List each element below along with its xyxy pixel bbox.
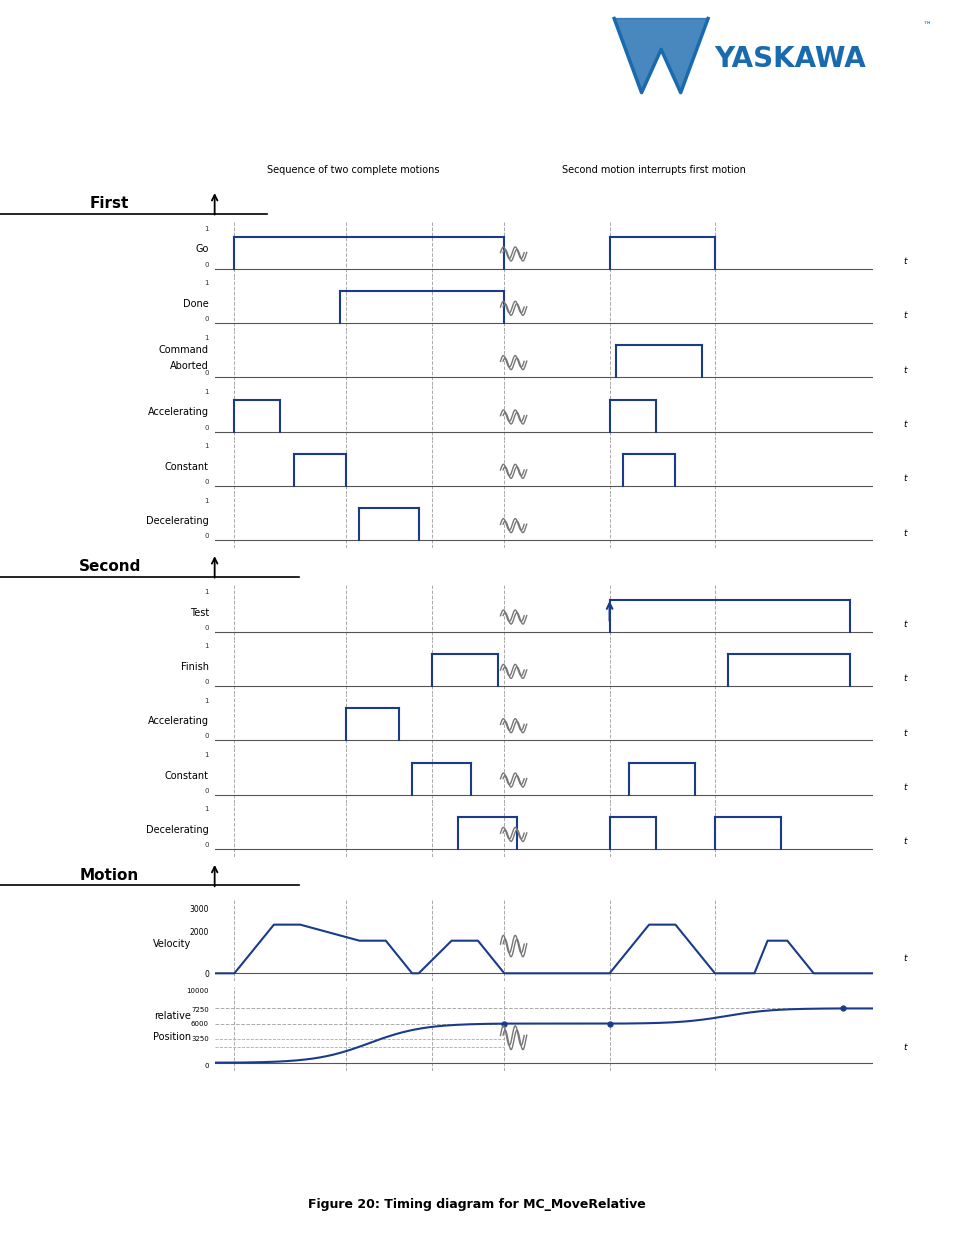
- Text: t: t: [902, 257, 906, 266]
- Text: t: t: [902, 1042, 906, 1052]
- Text: 3250: 3250: [191, 1036, 209, 1042]
- Text: Constant: Constant: [165, 771, 209, 781]
- Text: 1: 1: [204, 589, 209, 595]
- Text: 6000: 6000: [191, 1020, 209, 1026]
- Text: 1: 1: [204, 752, 209, 758]
- Text: 0: 0: [204, 262, 209, 268]
- Text: 0: 0: [204, 788, 209, 794]
- Text: 0: 0: [204, 734, 209, 740]
- Text: t: t: [902, 783, 906, 792]
- Text: Aborted: Aborted: [170, 362, 209, 372]
- Text: Second motion interrupts first motion: Second motion interrupts first motion: [561, 164, 744, 175]
- Text: t: t: [902, 837, 906, 846]
- Text: 1: 1: [204, 498, 209, 504]
- Text: t: t: [902, 529, 906, 537]
- Text: Velocity: Velocity: [152, 940, 191, 950]
- Text: t: t: [902, 953, 906, 962]
- Text: Decelerating: Decelerating: [146, 825, 209, 835]
- Text: t: t: [902, 311, 906, 320]
- Text: 1: 1: [204, 698, 209, 704]
- Text: Figure 20: Timing diagram for MC_MoveRelative: Figure 20: Timing diagram for MC_MoveRel…: [308, 1198, 645, 1210]
- Text: 3000: 3000: [190, 905, 209, 914]
- Text: 1: 1: [204, 389, 209, 395]
- Text: t: t: [902, 366, 906, 374]
- Text: Test: Test: [190, 608, 209, 618]
- Text: Motion: Motion: [80, 868, 139, 883]
- Text: Decelerating: Decelerating: [146, 516, 209, 526]
- Text: 0: 0: [204, 479, 209, 485]
- Text: 1: 1: [204, 226, 209, 232]
- Text: Accelerating: Accelerating: [148, 408, 209, 417]
- Text: t: t: [902, 620, 906, 629]
- Text: 1: 1: [204, 335, 209, 341]
- Text: Finish: Finish: [181, 662, 209, 672]
- Text: 0: 0: [204, 370, 209, 377]
- Text: Constant: Constant: [165, 462, 209, 472]
- Text: Second: Second: [78, 559, 141, 574]
- Text: t: t: [902, 420, 906, 429]
- Text: 0: 0: [204, 679, 209, 685]
- Text: Accelerating: Accelerating: [148, 716, 209, 726]
- Text: t: t: [902, 729, 906, 737]
- Text: 0: 0: [204, 1062, 209, 1068]
- Text: 0: 0: [204, 625, 209, 631]
- Text: 1: 1: [204, 443, 209, 450]
- Text: YASKAWA: YASKAWA: [714, 44, 865, 73]
- Text: 1: 1: [204, 643, 209, 650]
- Text: t: t: [902, 674, 906, 683]
- Text: 0: 0: [204, 316, 209, 322]
- Text: Done: Done: [183, 299, 209, 309]
- Polygon shape: [614, 19, 707, 93]
- Text: 7250: 7250: [191, 1008, 209, 1013]
- Text: 10000: 10000: [186, 988, 209, 994]
- Text: 2000: 2000: [190, 927, 209, 937]
- Text: ™: ™: [923, 21, 931, 30]
- Text: 0: 0: [204, 425, 209, 431]
- Text: relative: relative: [153, 1011, 191, 1021]
- Text: 1: 1: [204, 280, 209, 287]
- Text: t: t: [902, 474, 906, 483]
- Text: 1: 1: [204, 806, 209, 813]
- Text: 0: 0: [204, 842, 209, 848]
- Text: Position: Position: [152, 1032, 191, 1042]
- Text: 0: 0: [204, 534, 209, 540]
- Text: Go: Go: [195, 245, 209, 254]
- Text: Sequence of two complete motions: Sequence of two complete motions: [267, 164, 438, 175]
- Text: 0: 0: [204, 969, 209, 978]
- Text: Command: Command: [159, 345, 209, 354]
- Text: First: First: [90, 196, 130, 211]
